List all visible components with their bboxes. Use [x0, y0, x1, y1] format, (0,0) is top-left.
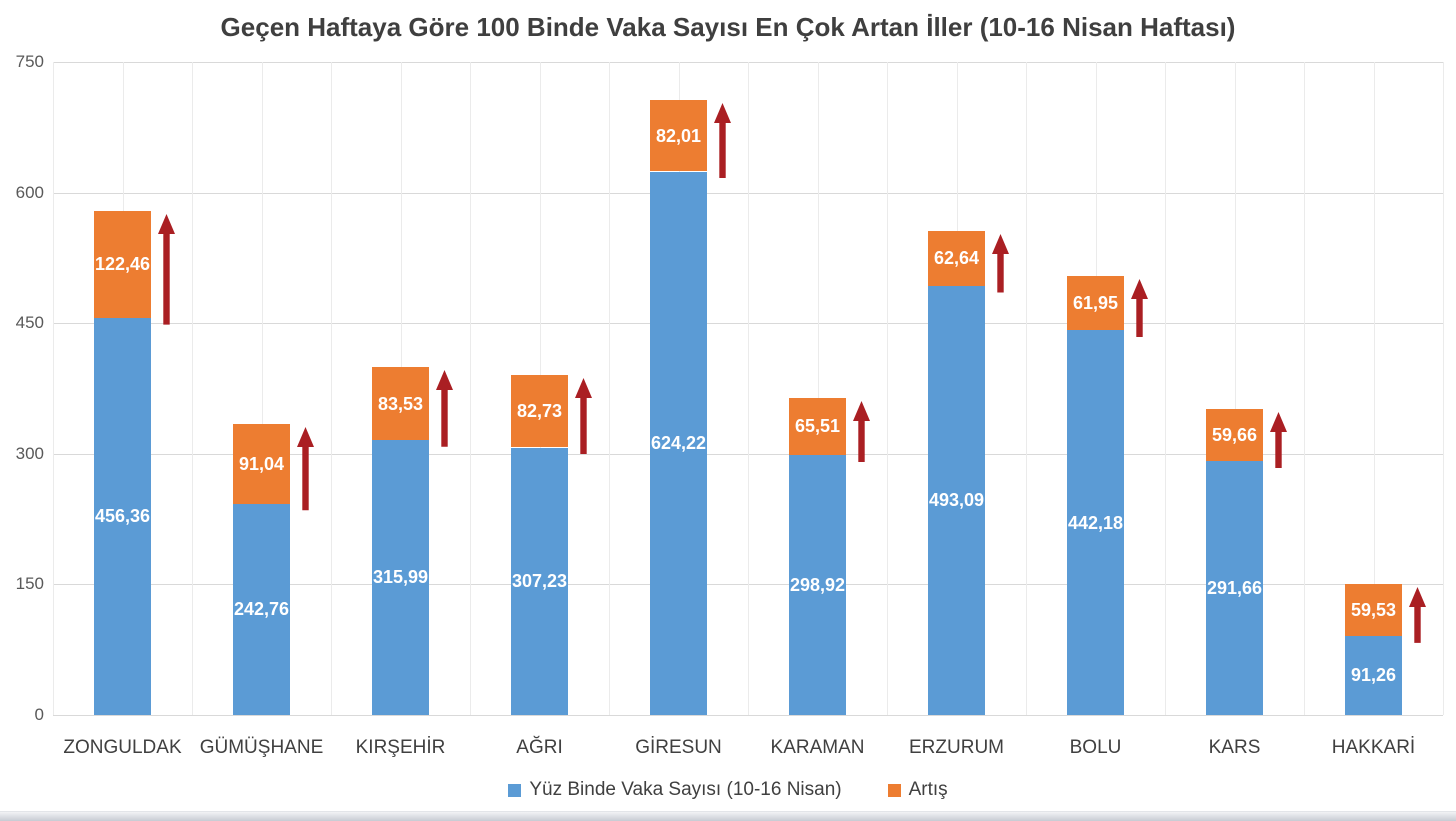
increase-arrow-icon — [853, 400, 870, 462]
bar-segment-increase — [1206, 409, 1263, 462]
bar-label-increase: 91,04 — [238, 454, 285, 474]
bar-label-increase: 122,46 — [94, 254, 151, 275]
gridline-vertical — [1234, 62, 1236, 715]
x-axis-label: ERZURUM — [909, 737, 1004, 758]
y-tick-label: 300 — [15, 443, 44, 463]
bar-segment-increase — [1345, 583, 1402, 636]
bar-segment-cases — [1067, 330, 1124, 715]
bar-label-increase: 83,53 — [377, 393, 424, 414]
x-axis-label: ZONGULDAK — [63, 737, 182, 758]
gridline-vertical — [261, 62, 263, 715]
increase-arrow-icon — [436, 370, 453, 447]
bar-segment-cases — [1206, 461, 1263, 715]
increase-arrow-icon — [1131, 279, 1148, 337]
x-axis-label: HAKKARİ — [1331, 737, 1416, 758]
bar-segment-cases — [372, 439, 429, 715]
bar-label-cases: 242,76 — [233, 599, 290, 620]
increase-arrow-icon — [992, 234, 1009, 293]
bar-segment-increase — [789, 397, 846, 455]
gridline-vertical — [192, 62, 193, 715]
increase-arrow-icon — [297, 427, 314, 511]
gridline-vertical — [1165, 62, 1166, 715]
bar-label-cases: 91,26 — [1350, 665, 1397, 686]
y-tick-label: 150 — [15, 574, 44, 594]
chart-title: Geçen Haftaya Göre 100 Binde Vaka Sayısı… — [220, 12, 1236, 42]
bar-label-increase: 65,51 — [794, 416, 841, 437]
legend-label-cases: Yüz Binde Vaka Sayısı (10-16 Nisan) — [529, 779, 842, 800]
bar-label-increase: 59,66 — [1211, 425, 1258, 446]
bar-segment-cases — [94, 317, 151, 715]
legend-item-increase: Artış — [887, 779, 948, 801]
bar-label-cases: 315,99 — [372, 567, 429, 588]
gridline-vertical — [748, 62, 749, 715]
x-axis-label: AĞRI — [516, 737, 563, 758]
bar-segment-increase — [1067, 276, 1124, 330]
gridline-vertical — [609, 62, 610, 715]
gridline-vertical — [1304, 62, 1305, 715]
bar-segment-increase — [511, 375, 568, 448]
gridline-vertical — [887, 62, 888, 715]
window-bottom-edge — [0, 811, 1456, 821]
legend: Yüz Binde Vaka Sayısı (10-16 Nisan) Artı… — [0, 779, 1456, 801]
bar-segment-cases — [928, 285, 985, 715]
y-tick-label: 450 — [15, 313, 44, 333]
increase-arrow-icon — [714, 103, 731, 179]
x-axis-label: BOLU — [1069, 737, 1122, 758]
bar-segment-cases — [1345, 635, 1402, 715]
bar-label-cases: 298,92 — [789, 574, 846, 595]
x-axis-label: GÜMÜŞHANE — [199, 737, 324, 758]
bar-label-increase: 59,53 — [1350, 599, 1397, 620]
increase-arrow-icon — [158, 214, 175, 325]
legend-item-cases: Yüz Binde Vaka Sayısı (10-16 Nisan) — [508, 779, 842, 801]
gridline-vertical — [1373, 62, 1375, 715]
bar-segment-increase — [233, 424, 290, 504]
bar-label-cases: 624,22 — [650, 433, 707, 454]
increase-arrow-icon — [1270, 412, 1287, 469]
bar-segment-increase — [94, 211, 151, 318]
gridline-vertical — [331, 62, 332, 715]
bar-label-increase: 61,95 — [1072, 293, 1119, 314]
bar-label-cases: 442,18 — [1067, 512, 1124, 533]
x-axis-label: KARS — [1208, 737, 1261, 758]
bar-segment-increase — [650, 100, 707, 172]
bar-label-increase: 82,01 — [655, 125, 702, 146]
legend-swatch-increase-icon — [887, 783, 901, 797]
gridline-vertical — [53, 62, 54, 715]
bar-label-cases: 307,23 — [511, 571, 568, 592]
bar-segment-increase — [372, 367, 429, 440]
legend-swatch-cases-icon — [508, 783, 522, 797]
gridline-horizontal — [53, 715, 1443, 716]
bar-segment-cases — [789, 454, 846, 715]
bar-segment-cases — [650, 171, 707, 715]
x-axis-label: KARAMAN — [770, 737, 865, 758]
increase-arrow-icon — [575, 378, 592, 455]
gridline-vertical — [470, 62, 471, 715]
y-tick-label: 600 — [15, 182, 44, 202]
bar-label-cases: 493,09 — [928, 490, 985, 511]
increase-arrow-icon — [1409, 586, 1426, 643]
x-axis-label: GİRESUN — [635, 737, 722, 758]
bar-label-increase: 62,64 — [933, 248, 980, 269]
bar-label-cases: 456,36 — [94, 506, 151, 527]
x-axis-label: KIRŞEHİR — [355, 737, 446, 758]
gridline-vertical — [1026, 62, 1027, 715]
bar-label-increase: 82,73 — [516, 401, 563, 422]
bar-segment-cases — [511, 447, 568, 715]
gridline-vertical — [1443, 62, 1444, 715]
gridline-vertical — [817, 62, 819, 715]
legend-label-increase: Artış — [908, 779, 948, 800]
bar-label-cases: 291,66 — [1206, 578, 1263, 599]
bar-segment-increase — [928, 231, 985, 286]
y-tick-label: 0 — [34, 705, 44, 724]
bar-segment-cases — [233, 503, 290, 715]
y-tick-label: 750 — [15, 52, 44, 71]
